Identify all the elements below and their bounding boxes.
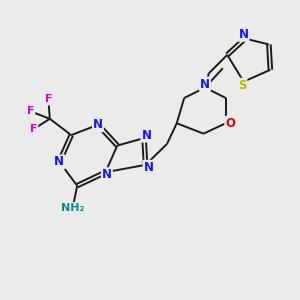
Text: F: F — [30, 124, 37, 134]
Text: O: O — [225, 117, 235, 130]
Text: N: N — [143, 161, 154, 174]
Text: N: N — [238, 28, 249, 41]
Text: N: N — [54, 155, 64, 168]
Text: N: N — [200, 77, 210, 91]
Text: N: N — [102, 168, 112, 181]
Text: N: N — [141, 129, 152, 142]
Text: NH₂: NH₂ — [61, 203, 84, 213]
Text: F: F — [27, 106, 34, 116]
Text: N: N — [93, 118, 103, 131]
Text: S: S — [238, 79, 246, 92]
Text: F: F — [45, 94, 52, 104]
